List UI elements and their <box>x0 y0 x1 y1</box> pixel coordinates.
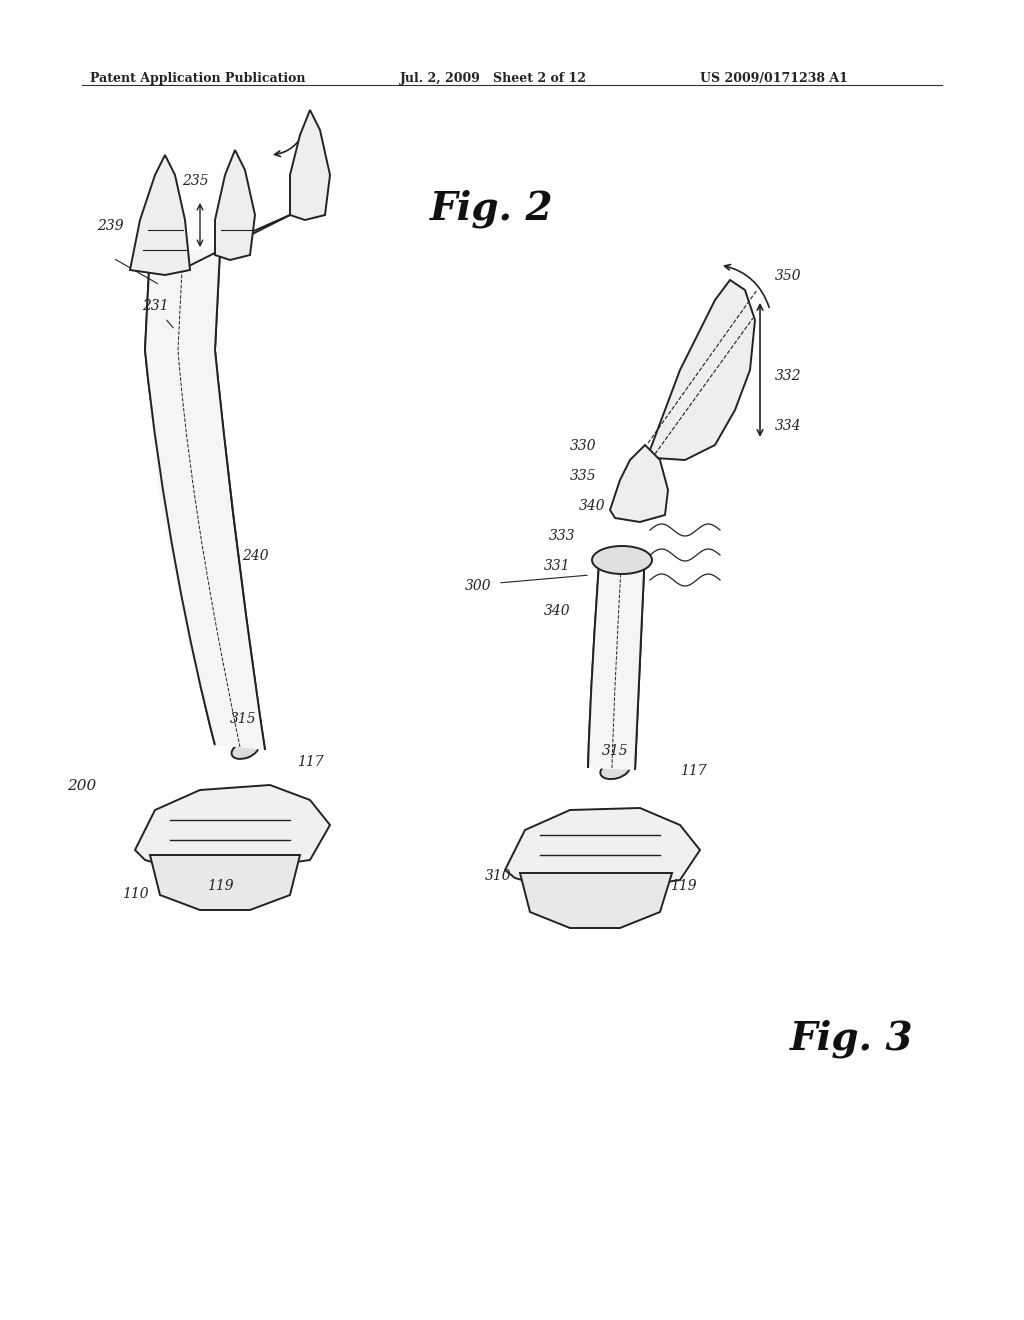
Text: 310: 310 <box>484 869 511 883</box>
Text: 240: 240 <box>242 549 268 564</box>
Text: 331: 331 <box>544 558 570 573</box>
Text: 110: 110 <box>122 887 148 902</box>
Text: 330: 330 <box>297 135 324 148</box>
Text: 117: 117 <box>680 764 707 777</box>
Polygon shape <box>290 110 330 220</box>
Text: 332: 332 <box>775 370 802 383</box>
Text: 300: 300 <box>465 579 492 593</box>
Text: Fig. 3: Fig. 3 <box>790 1020 913 1059</box>
Text: 330: 330 <box>569 440 596 453</box>
Text: Patent Application Publication: Patent Application Publication <box>90 73 305 84</box>
Polygon shape <box>650 280 755 459</box>
Text: 315: 315 <box>229 711 256 726</box>
Text: 315: 315 <box>602 744 629 758</box>
Polygon shape <box>130 154 190 275</box>
Polygon shape <box>215 150 255 260</box>
Text: Jul. 2, 2009   Sheet 2 of 12: Jul. 2, 2009 Sheet 2 of 12 <box>400 73 587 84</box>
Text: Fig. 2: Fig. 2 <box>430 190 554 228</box>
Text: 200: 200 <box>68 779 96 793</box>
Text: US 2009/0171238 A1: US 2009/0171238 A1 <box>700 73 848 84</box>
Ellipse shape <box>600 760 630 779</box>
Polygon shape <box>150 855 300 909</box>
Ellipse shape <box>231 741 258 759</box>
Text: 335: 335 <box>569 469 596 483</box>
Polygon shape <box>588 550 645 770</box>
Text: 231: 231 <box>141 300 168 313</box>
Text: 334: 334 <box>775 418 802 433</box>
Polygon shape <box>145 249 265 750</box>
Text: 340: 340 <box>544 605 570 618</box>
Ellipse shape <box>592 546 652 574</box>
Text: 119: 119 <box>207 879 233 894</box>
Text: 117: 117 <box>297 755 324 770</box>
Polygon shape <box>135 785 330 870</box>
Text: 340: 340 <box>579 499 605 513</box>
Text: 119: 119 <box>670 879 696 894</box>
Text: 350: 350 <box>775 269 802 282</box>
Polygon shape <box>610 445 668 521</box>
Ellipse shape <box>615 488 657 511</box>
Text: 239: 239 <box>96 219 123 234</box>
Polygon shape <box>520 873 672 928</box>
Text: 333: 333 <box>549 529 575 543</box>
Polygon shape <box>505 808 700 890</box>
Text: 235: 235 <box>181 174 208 187</box>
